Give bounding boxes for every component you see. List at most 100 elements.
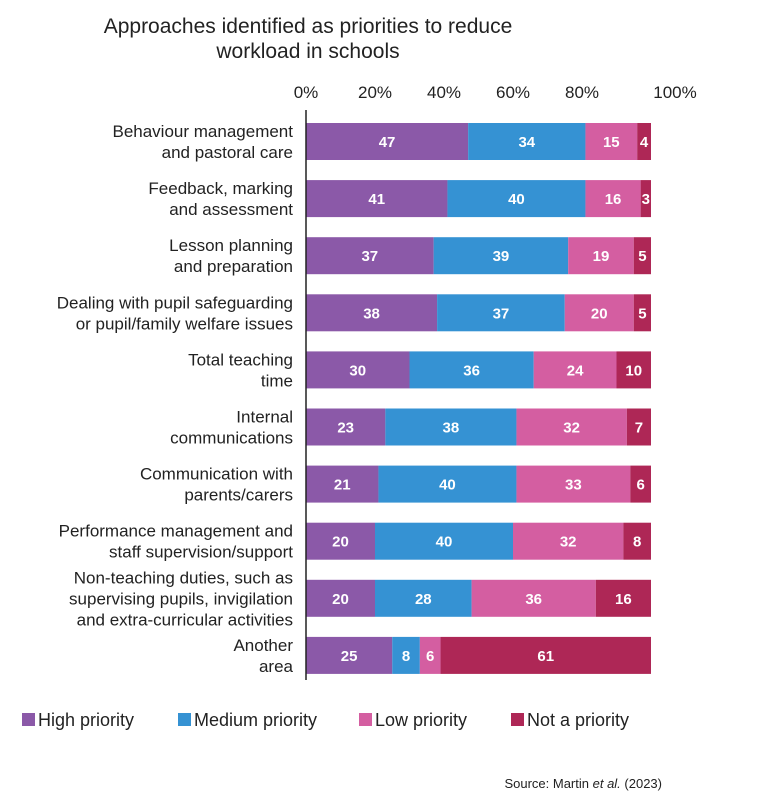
category-label: communications [170, 429, 293, 448]
x-tick-label: 20% [358, 83, 392, 102]
bar-segment [433, 237, 569, 275]
legend-swatch [359, 713, 372, 726]
source-italic: et al. [593, 776, 621, 791]
bar-value-label: 8 [633, 534, 641, 551]
bar-segment [595, 579, 651, 617]
bar-value-label: 20 [591, 305, 608, 322]
chart-title-line: Approaches identified as priorities to r… [104, 15, 513, 38]
bar-segment [306, 237, 434, 275]
category-label: staff supervision/support [109, 543, 293, 562]
category-label: Internal [236, 408, 293, 427]
category-label: area [259, 657, 294, 676]
bar-segment [640, 180, 651, 218]
bar-segment [409, 351, 534, 389]
bar-value-label: 24 [567, 362, 584, 379]
bar-segment [306, 522, 375, 560]
bar-value-label: 25 [341, 648, 358, 665]
bar-value-label: 28 [415, 591, 432, 608]
bar-value-label: 6 [636, 477, 644, 494]
chart-title: Approaches identified as priorities to r… [104, 15, 513, 63]
bar-segment [513, 522, 624, 560]
bar-value-label: 38 [363, 305, 380, 322]
bar-segment [306, 408, 386, 446]
bar-segment [306, 465, 379, 503]
category-label: Performance management and [59, 522, 293, 541]
bar-segment [585, 180, 641, 218]
category-label: Lesson planning [169, 236, 293, 255]
bar-value-label: 8 [402, 648, 410, 665]
legend-swatch [511, 713, 524, 726]
bar-segment [306, 636, 393, 674]
bar-value-label: 4 [640, 134, 649, 151]
x-tick-label: 60% [496, 83, 530, 102]
legend: High priority Medium priority Low priority… [22, 710, 629, 730]
category-label: supervising pupils, invigilation [69, 589, 293, 608]
bar-segment [306, 351, 410, 389]
legend-label: Not a priority [527, 710, 629, 730]
category-label: and assessment [169, 200, 293, 219]
bar-value-label: 40 [436, 534, 453, 551]
category-label: and extra-curricular activities [77, 610, 293, 629]
bar-segment [585, 123, 638, 160]
bar-segment [637, 123, 651, 160]
bar-value-label: 47 [379, 134, 396, 151]
bar-value-label: 5 [638, 248, 646, 265]
bar-segment [392, 636, 420, 674]
bar-segment [306, 180, 448, 218]
legend-swatch [178, 713, 191, 726]
category-label: time [261, 371, 293, 390]
category-label: and preparation [174, 257, 293, 276]
bar-segment [385, 408, 517, 446]
category-label: or pupil/family welfare issues [76, 314, 293, 333]
bar-value-label: 20 [332, 534, 349, 551]
category-labels: Behaviour management and pastoral care Fee… [57, 122, 294, 676]
bar-value-label: 6 [426, 648, 434, 665]
category-label: Behaviour management [112, 122, 293, 141]
x-tick-label: 100% [653, 83, 696, 102]
category-label: Feedback, marking [148, 179, 293, 198]
bar-value-label: 61 [537, 648, 554, 665]
bar-segment [564, 294, 634, 332]
bar-value-label: 37 [361, 248, 378, 265]
legend-label: High priority [38, 710, 134, 730]
bar-value-label: 16 [615, 591, 632, 608]
chart-title-line: workload in schools [215, 40, 399, 63]
bar-value-label: 30 [349, 362, 366, 379]
bar-value-label: 15 [603, 134, 620, 151]
bar-value-label: 39 [493, 248, 510, 265]
bar-segment [375, 522, 513, 560]
source-note: Source: Martin et al. (2023) [504, 776, 662, 791]
x-tick-label: 80% [565, 83, 599, 102]
x-tick-label: 0% [294, 83, 319, 102]
bar-value-label: 7 [635, 420, 643, 437]
bar-segment [468, 123, 586, 160]
bar-segment [568, 237, 634, 275]
bar-value-label: 32 [563, 420, 580, 437]
bar-value-label: 38 [443, 420, 460, 437]
bar-value-label: 36 [525, 591, 542, 608]
category-label: Communication with [140, 465, 293, 484]
bar-segment [378, 465, 517, 503]
bar-value-label: 41 [368, 191, 385, 208]
bar-value-label: 36 [463, 362, 480, 379]
bar-value-label: 40 [439, 477, 456, 494]
bar-segment [440, 636, 651, 674]
bar-segment [306, 123, 469, 160]
bar-value-label: 3 [642, 191, 650, 208]
bar-segment [437, 294, 565, 332]
bar-value-label: 37 [493, 305, 510, 322]
category-label: parents/carers [184, 486, 293, 505]
bar-segment [419, 636, 441, 674]
bar-segment [375, 579, 472, 617]
category-label: and pastoral care [162, 143, 293, 162]
legend-swatch [22, 713, 35, 726]
bar-segment [630, 465, 651, 503]
bar-segment [616, 351, 651, 389]
bar-segment [626, 408, 651, 446]
bar-segment [516, 465, 631, 503]
bar-segment [471, 579, 596, 617]
bar-value-label: 10 [625, 362, 642, 379]
bar-value-label: 5 [638, 305, 646, 322]
bar-value-label: 34 [518, 134, 535, 151]
